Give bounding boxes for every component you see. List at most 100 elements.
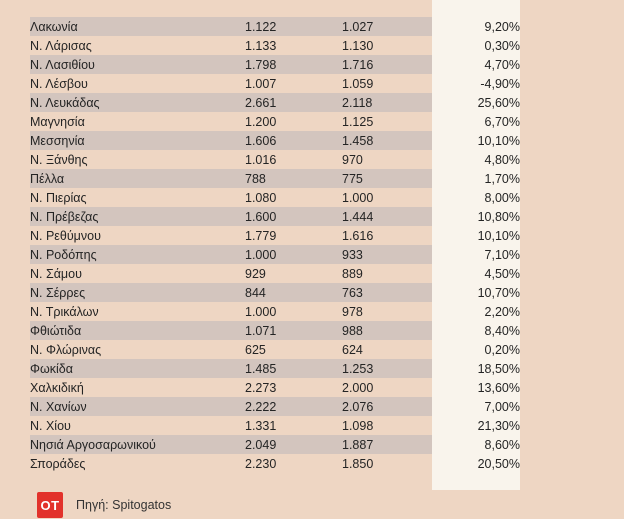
value2-cell: 2.118 <box>342 93 432 112</box>
value2-cell: 1.716 <box>342 55 432 74</box>
table-row: Νησιά Αργοσαρωνικού 2.049 1.887 8,60% <box>30 435 520 454</box>
percent-cell: 7,00% <box>484 399 520 414</box>
region-cell: Ν. Σέρρες <box>30 283 245 302</box>
region-cell: Σποράδες <box>30 456 86 471</box>
percent-cell: 4,70% <box>484 57 520 72</box>
value1-cell: 1.600 <box>245 207 342 226</box>
region-cell: Ν. Λευκάδας <box>30 93 245 112</box>
value2-cell: 978 <box>342 304 363 319</box>
value1-cell: 1.133 <box>245 38 277 53</box>
percent-cell: 0,20% <box>484 342 520 357</box>
regions-table: Λακωνία 1.122 1.027 9,20% Ν. Λάρισας 1.1… <box>30 17 520 473</box>
value2-cell: 1.850 <box>342 456 374 471</box>
table-row: Ν. Λάρισας 1.133 1.130 0,30% <box>30 36 520 55</box>
region-cell: Ν. Ροδόπης <box>30 245 245 264</box>
percent-cell: 10,80% <box>477 209 520 224</box>
value1-cell: 1.798 <box>245 55 342 74</box>
table-row: Ν. Φλώρινας 625 624 0,20% <box>30 340 520 359</box>
table-row: Ν. Σέρρες 844 763 10,70% <box>30 283 520 302</box>
value2-cell: 1.253 <box>342 359 432 378</box>
table-row: Ν. Σάμου 929 889 4,50% <box>30 264 520 283</box>
value2-cell: 2.000 <box>342 380 374 395</box>
region-cell: Ν. Σάμου <box>30 266 82 281</box>
region-cell: Ν. Λάρισας <box>30 38 92 53</box>
percent-cell: 10,70% <box>477 285 520 300</box>
value2-cell: 970 <box>342 152 363 167</box>
value2-cell: 1.616 <box>342 228 374 243</box>
percent-cell: 10,10% <box>477 228 520 243</box>
value2-cell: 624 <box>342 342 363 357</box>
value1-cell: 2.049 <box>245 435 342 454</box>
value2-cell: 1.059 <box>342 76 374 91</box>
percent-cell: -4,90% <box>480 76 520 91</box>
source-text: Πηγή: Spitogatos <box>76 498 172 512</box>
value1-cell: 2.273 <box>245 380 277 395</box>
percent-cell: 2,20% <box>484 304 520 319</box>
table-row: Ν. Πιερίας 1.080 1.000 8,00% <box>30 188 520 207</box>
value2-cell: 1.887 <box>342 435 432 454</box>
percent-cell: 8,00% <box>484 190 520 205</box>
table-row: Μαγνησία 1.200 1.125 6,70% <box>30 112 520 131</box>
region-cell: Φωκίδα <box>30 359 245 378</box>
table-row: Ν. Τρικάλων 1.000 978 2,20% <box>30 302 520 321</box>
value2-cell: 763 <box>342 283 432 302</box>
value2-cell: 1.098 <box>342 418 374 433</box>
table-row: Πέλλα 788 775 1,70% <box>30 169 520 188</box>
table-row: Φωκίδα 1.485 1.253 18,50% <box>30 359 520 378</box>
value1-cell: 1.071 <box>245 321 342 340</box>
region-cell: Ν. Ρεθύμνου <box>30 228 101 243</box>
percent-cell: 0,30% <box>484 38 520 53</box>
table-row: Ν. Λευκάδας 2.661 2.118 25,60% <box>30 93 520 112</box>
region-cell: Χαλκιδική <box>30 380 84 395</box>
region-cell: Πέλλα <box>30 169 245 188</box>
value1-cell: 1.122 <box>245 17 342 36</box>
region-cell: Ν. Πρέβεζας <box>30 207 245 226</box>
region-cell: Μαγνησία <box>30 114 85 129</box>
value1-cell: 844 <box>245 283 342 302</box>
value1-cell: 1.000 <box>245 304 277 319</box>
value1-cell: 1.331 <box>245 418 277 433</box>
table-row: Ν. Χίου 1.331 1.098 21,30% <box>30 416 520 435</box>
table-row: Ν. Πρέβεζας 1.600 1.444 10,80% <box>30 207 520 226</box>
region-cell: Ν. Φλώρινας <box>30 342 102 357</box>
region-cell: Μεσσηνία <box>30 131 245 150</box>
table-row: Σποράδες 2.230 1.850 20,50% <box>30 454 520 473</box>
value1-cell: 2.661 <box>245 93 342 112</box>
percent-cell: 13,60% <box>477 380 520 395</box>
value2-cell: 1.444 <box>342 207 432 226</box>
table-row: Ν. Λασιθίου 1.798 1.716 4,70% <box>30 55 520 74</box>
table-row: Ν. Ροδόπης 1.000 933 7,10% <box>30 245 520 264</box>
percent-cell: 4,80% <box>484 152 520 167</box>
value2-cell: 933 <box>342 245 432 264</box>
percent-cell: 21,30% <box>477 418 520 433</box>
value2-cell: 2.076 <box>342 397 432 416</box>
percent-cell: 7,10% <box>484 247 520 262</box>
percent-cell: 6,70% <box>484 114 520 129</box>
table-row: Λακωνία 1.122 1.027 9,20% <box>30 17 520 36</box>
percent-cell: 1,70% <box>484 171 520 186</box>
region-cell: Νησιά Αργοσαρωνικού <box>30 435 245 454</box>
value2-cell: 1.000 <box>342 190 374 205</box>
percent-cell: 9,20% <box>484 19 520 34</box>
percent-cell: 25,60% <box>477 95 520 110</box>
value1-cell: 1.007 <box>245 76 277 91</box>
region-cell: Ν. Χίου <box>30 418 71 433</box>
region-cell: Ν. Λέσβου <box>30 76 88 91</box>
value1-cell: 929 <box>245 266 266 281</box>
region-cell: Φθιώτιδα <box>30 321 245 340</box>
value1-cell: 788 <box>245 169 342 188</box>
region-cell: Ν. Χανίων <box>30 397 245 416</box>
region-cell: Ν. Πιερίας <box>30 190 87 205</box>
value1-cell: 1.485 <box>245 359 342 378</box>
value1-cell: 1.606 <box>245 131 342 150</box>
value1-cell: 2.230 <box>245 456 277 471</box>
table-row: Ν. Χανίων 2.222 2.076 7,00% <box>30 397 520 416</box>
value1-cell: 2.222 <box>245 397 342 416</box>
region-cell: Ν. Λασιθίου <box>30 55 245 74</box>
region-cell: Λακωνία <box>30 17 245 36</box>
percent-cell: 20,50% <box>477 456 520 471</box>
table-body: Λακωνία 1.122 1.027 9,20% Ν. Λάρισας 1.1… <box>30 17 520 473</box>
table-row: Ν. Ρεθύμνου 1.779 1.616 10,10% <box>30 226 520 245</box>
percent-cell: 4,50% <box>484 266 520 281</box>
